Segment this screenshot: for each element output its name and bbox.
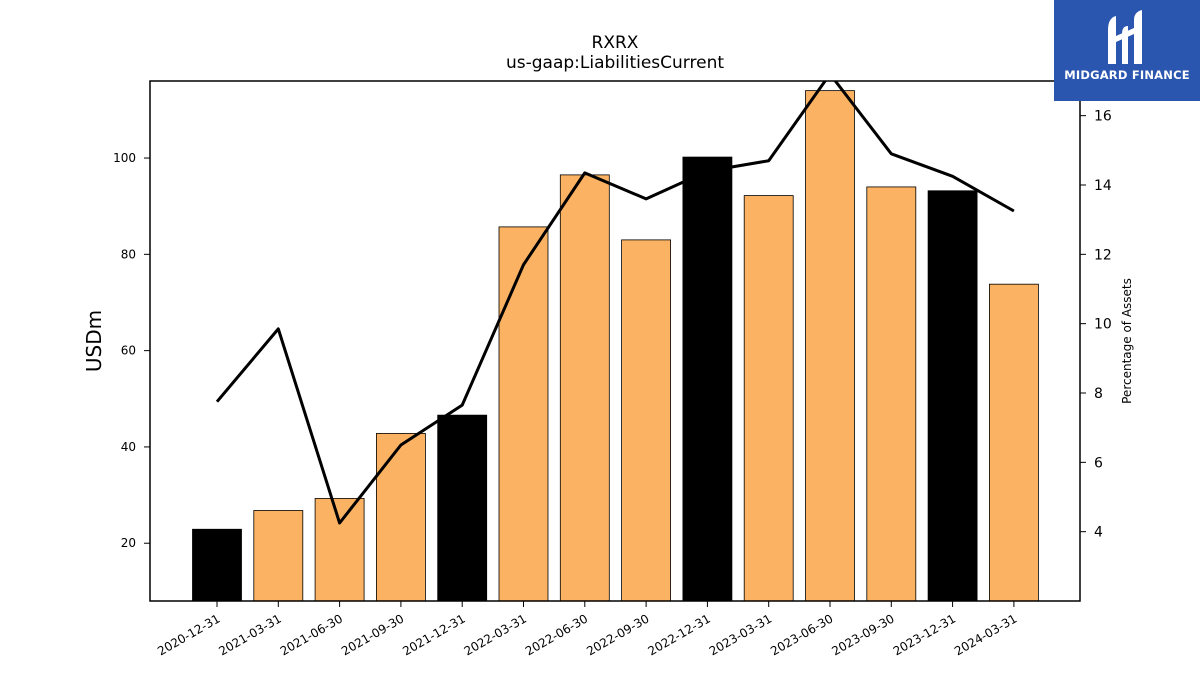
y-axis-label: USDm	[82, 310, 106, 372]
x-tick-label: 2020-12-31	[155, 611, 222, 658]
y2-tick-label: 10	[1094, 317, 1112, 333]
y-tick-label: 60	[121, 344, 136, 358]
y2-tick-label: 12	[1094, 247, 1112, 263]
y-tick-label: 40	[121, 440, 136, 454]
chart-title: RXRX	[592, 33, 639, 53]
y-tick-label: 20	[121, 536, 136, 550]
x-tick-label: 2022-03-31	[462, 611, 529, 658]
x-tick-label: 2021-12-31	[400, 611, 467, 658]
x-tick-label: 2021-09-30	[339, 611, 406, 658]
y2-tick-label: 8	[1094, 386, 1103, 402]
midgard-finance-logo: MIDGARD FINANCE	[1054, 0, 1200, 101]
x-tick-label: 2024-03-31	[952, 611, 1019, 658]
bar-2021-06-30	[314, 498, 365, 602]
x-tick-label: 2022-12-31	[645, 611, 712, 658]
y2-tick-label: 6	[1094, 455, 1103, 471]
y-axis-right: 4 6 8 10 12 14 16	[1080, 109, 1112, 541]
x-tick-label: 2022-06-30	[523, 611, 590, 658]
bar-2023-12-31	[927, 190, 978, 602]
bar-2021-09-30	[375, 433, 426, 602]
bar-2023-09-30	[866, 186, 917, 602]
x-tick-label: 2021-03-31	[216, 611, 283, 658]
x-tick-label: 2021-06-30	[278, 611, 345, 658]
bars-layer	[192, 90, 1039, 602]
y-tick-label: 80	[121, 247, 136, 261]
bar-2022-12-31	[682, 156, 733, 602]
bar-2021-12-31	[437, 414, 488, 602]
bar-2024-03-31	[989, 283, 1039, 602]
x-tick-label: 2023-06-30	[768, 611, 835, 658]
bar-2021-03-31	[253, 510, 304, 602]
y2-tick-label: 14	[1094, 178, 1112, 194]
bar-2023-06-30	[805, 90, 855, 602]
bar-2020-12-31	[192, 528, 242, 602]
x-tick-label: 2023-03-31	[707, 611, 774, 658]
bar-2023-03-31	[743, 195, 794, 602]
x-tick-label: 2022-09-30	[584, 611, 651, 658]
bar-2022-03-31	[498, 226, 549, 602]
bar-2022-09-30	[621, 239, 671, 602]
y2-axis-label: Percentage of Assets	[1120, 278, 1134, 404]
line-layer	[215, 81, 1015, 525]
y-axis-left: 20 40 60 80 100	[113, 151, 150, 550]
chart-subtitle: us-gaap:LiabilitiesCurrent	[506, 53, 724, 73]
logo-mark-icon	[1108, 10, 1142, 64]
percentage-line	[215, 81, 1015, 525]
x-tick-label: 2023-12-31	[891, 611, 958, 658]
logo-text: MIDGARD FINANCE	[1064, 68, 1190, 82]
y2-tick-label: 16	[1094, 109, 1112, 125]
x-axis: 2020-12-312021-03-312021-06-302021-09-30…	[155, 601, 1019, 658]
plot-frame	[149, 80, 1081, 602]
y2-tick-label: 4	[1094, 525, 1103, 541]
y-tick-label: 100	[113, 151, 136, 165]
x-tick-label: 2023-09-30	[829, 611, 896, 658]
bar-2022-06-30	[559, 174, 610, 602]
